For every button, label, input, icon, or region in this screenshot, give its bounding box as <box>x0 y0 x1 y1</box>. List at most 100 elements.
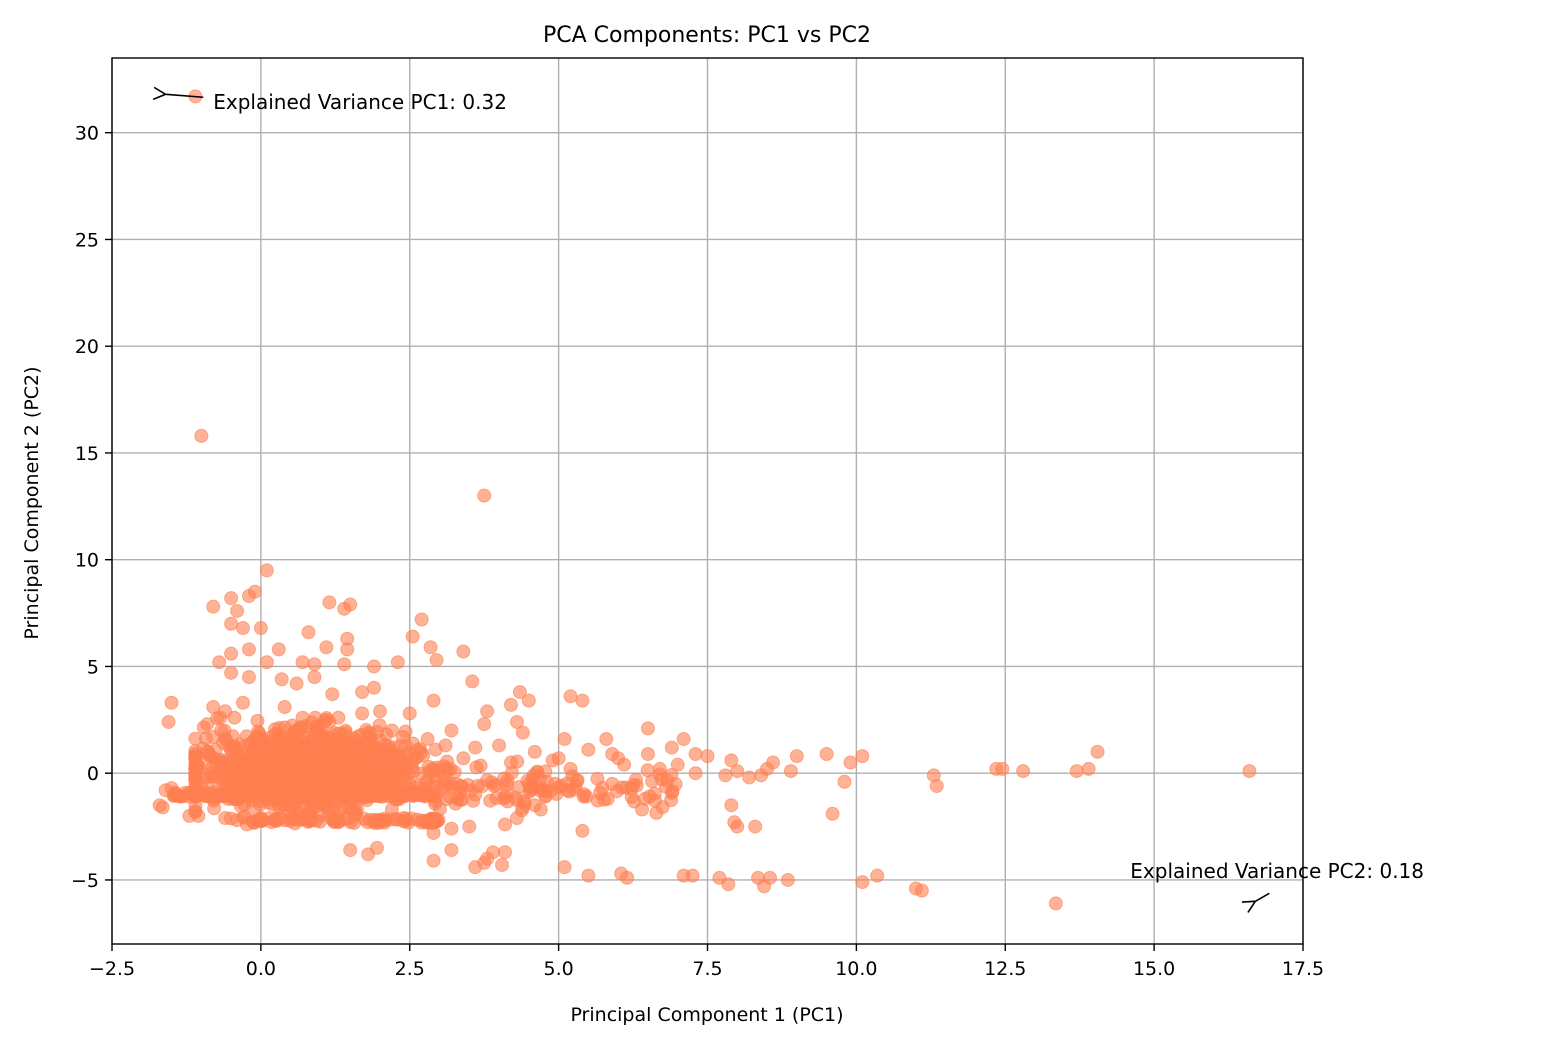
scatter-point <box>590 771 605 786</box>
scatter-point <box>423 640 438 655</box>
scatter-point <box>599 732 614 747</box>
y-axis-ticks: −5 0 5 10 15 20 25 30 <box>71 123 112 892</box>
scatter-point <box>929 779 944 794</box>
scatter-point <box>384 723 399 738</box>
scatter-point <box>477 717 492 732</box>
scatter-point <box>763 870 778 885</box>
scatter-point <box>1242 764 1257 779</box>
scatter-point <box>301 813 316 828</box>
scatter-point <box>521 693 536 708</box>
scatter-point <box>789 749 804 764</box>
scatter-point <box>402 785 417 800</box>
scatter-point <box>254 769 269 784</box>
scatter-point <box>368 788 383 803</box>
scatter-point <box>766 755 781 770</box>
scatter-point <box>191 808 206 823</box>
scatter-point <box>194 428 209 443</box>
scatter-point <box>509 714 524 729</box>
scatter-point <box>579 789 594 804</box>
scatter-point <box>230 813 245 828</box>
scatter-point <box>462 819 477 834</box>
scatter-point <box>206 599 221 614</box>
scatter-point <box>670 757 685 772</box>
x-tick-label: 2.5 <box>395 958 425 980</box>
scatter-point <box>398 724 413 739</box>
scatter-point <box>319 712 334 727</box>
scatter-point <box>660 773 675 788</box>
x-tick-label: 12.5 <box>984 958 1026 980</box>
scatter-point <box>426 693 441 708</box>
scatter-point <box>497 771 512 786</box>
scatter-point <box>557 732 572 747</box>
y-tick-label: −5 <box>71 870 99 892</box>
scatter-point <box>307 670 322 685</box>
scatter-point <box>545 753 560 768</box>
scatter-point <box>995 761 1010 776</box>
y-tick-label: 15 <box>75 443 99 465</box>
scatter-point <box>277 813 292 828</box>
scatter-point <box>367 680 382 695</box>
scatter-point <box>1069 764 1084 779</box>
scatter-point <box>855 875 870 890</box>
scatter-point <box>742 770 757 785</box>
y-axis-label: Principal Component 2 (PC2) <box>21 366 43 639</box>
scatter-point <box>819 746 834 761</box>
scatter-point <box>396 811 411 826</box>
scatter-point <box>1016 764 1031 779</box>
scatter-point <box>307 788 322 803</box>
scatter-point <box>724 753 739 768</box>
scatter-point <box>259 655 274 670</box>
scatter-point <box>234 788 249 803</box>
scatter-point <box>232 737 247 752</box>
scatter-point <box>367 813 382 828</box>
scatter-point <box>843 755 858 770</box>
scatter-point <box>281 736 296 751</box>
scatter-point <box>520 773 535 788</box>
scatter-point <box>307 657 322 672</box>
y-tick-label: 20 <box>75 336 99 358</box>
scatter-point <box>271 642 286 657</box>
annotations: Explained Variance PC1: 0.32 Explained Va… <box>166 90 1424 901</box>
annotation-arrow <box>166 94 204 97</box>
scatter-point <box>344 786 359 801</box>
scatter-point <box>652 761 667 776</box>
x-tick-label: 17.5 <box>1282 958 1324 980</box>
x-tick-label: 10.0 <box>835 958 877 980</box>
scatter-point <box>557 860 572 875</box>
scatter-point <box>539 774 554 789</box>
scatter-point <box>748 819 763 834</box>
scatter-point <box>349 806 364 821</box>
scatter-point <box>374 765 389 780</box>
scatter-point <box>164 781 179 796</box>
scatter-point <box>319 640 334 655</box>
scatter-point <box>414 612 429 627</box>
x-tick-label: 5.0 <box>544 958 574 980</box>
scatter-point <box>754 768 769 783</box>
scatter-point <box>640 721 655 736</box>
scatter-point <box>783 764 798 779</box>
scatter-point <box>269 785 284 800</box>
scatter-point <box>155 800 170 815</box>
scatter-point <box>367 659 382 674</box>
scatter-point <box>465 674 480 689</box>
scatter-point <box>236 621 251 636</box>
scatter-point <box>224 616 239 631</box>
scatter-point <box>290 761 305 776</box>
scatter-point <box>206 729 221 744</box>
scatter-point <box>730 764 745 779</box>
chart-title: PCA Components: PC1 vs PC2 <box>543 23 871 48</box>
scatter-point <box>825 806 840 821</box>
scatter-point <box>329 773 344 788</box>
scatter-point <box>343 843 358 858</box>
scatter-point <box>340 642 355 657</box>
scatter-point <box>617 757 632 772</box>
data-points <box>152 89 1257 911</box>
annotation-text: Explained Variance PC1: 0.32 <box>213 90 507 114</box>
scatter-point <box>200 717 215 732</box>
scatter-point <box>444 723 459 738</box>
scatter-point <box>301 625 316 640</box>
scatter-point <box>855 749 870 764</box>
scatter-point <box>348 743 363 758</box>
scatter-point <box>211 789 226 804</box>
